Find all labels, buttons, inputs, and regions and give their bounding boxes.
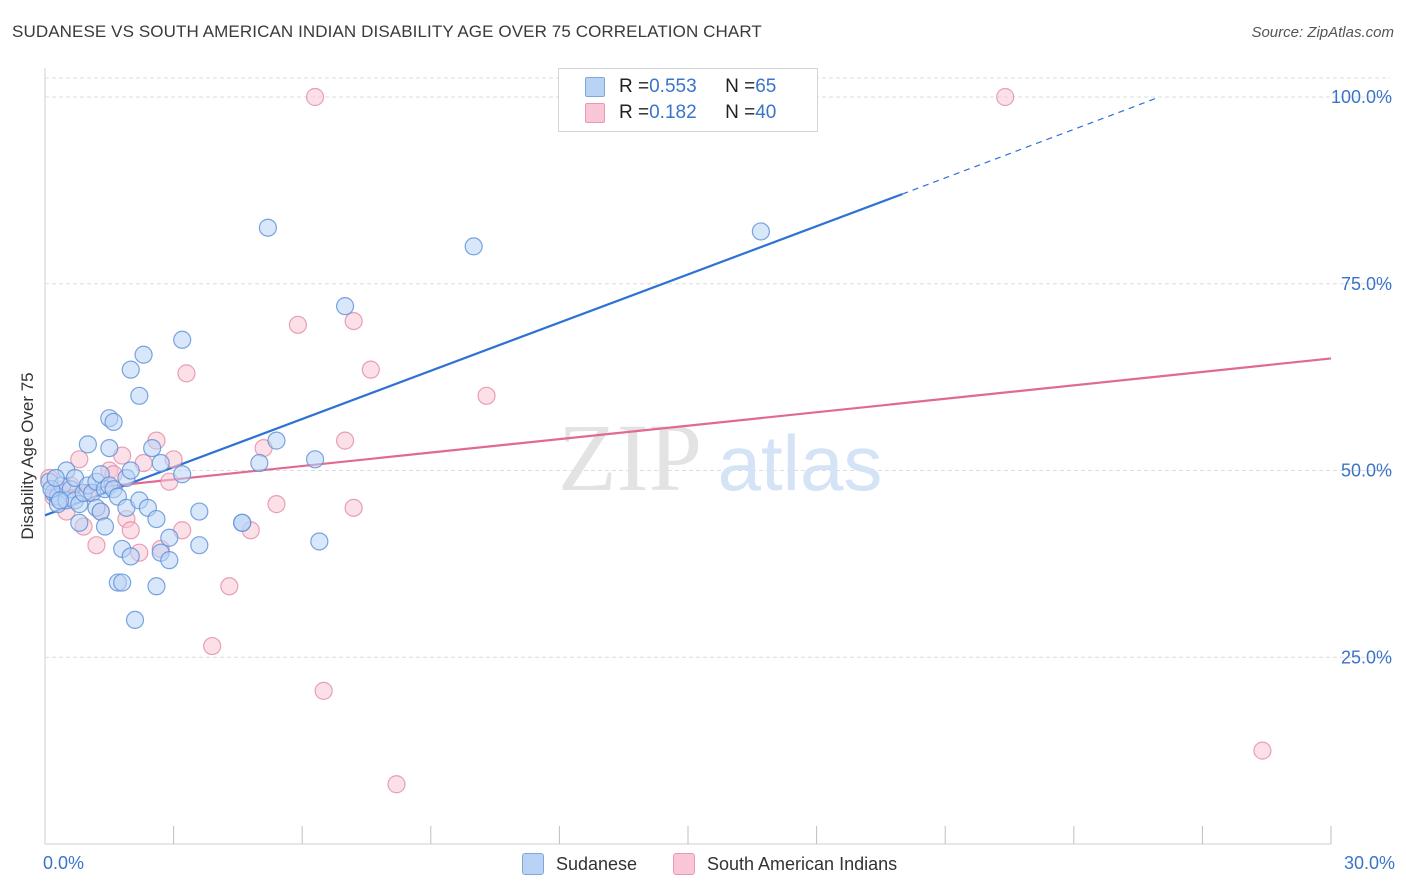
bottom-legend-swatch-sudanese [522,853,544,875]
point-sudanese [78,435,97,454]
x-tick-label: 30.0% [1344,853,1395,873]
legend-row-sudanese: R = 0.553 N = 65 [559,74,776,100]
point-sudanese [147,509,166,529]
stats-legend: R = 0.553 N = 65 R = 0.182 N = 40 [558,68,818,132]
axes [44,68,1332,845]
point-sudanese [335,297,355,316]
point-sudanese [130,386,149,405]
point-sudanese [95,517,115,536]
gridlines [45,77,1390,658]
legend-n-label: N = [725,102,756,123]
chart-source: Source: ZipAtlas.com [1251,24,1394,41]
watermark-atlas: atlas [718,419,883,507]
bottom-legend-label-sudanese: Sudanese [556,853,638,874]
legend-swatch-sudanese [585,77,605,97]
point-sudanese [121,360,140,379]
bottom-legend-label-south-american-indians: South American Indians [707,853,898,874]
legend-r-label: R = [619,76,650,97]
point-south-american-indians [335,431,355,450]
point-sudanese [305,450,325,469]
point-south-american-indians [87,536,106,555]
bottom-legend-south-american-indians: South American Indians [673,852,897,876]
point-south-american-indians [305,87,325,107]
point-sudanese [160,528,179,547]
tick-labels: 25.0% 50.0% 75.0% 100.0% 0.0% 30.0% [43,87,1395,873]
point-sudanese [151,453,170,473]
point-sudanese [464,237,483,256]
y-tick-label: 50.0% [1341,461,1392,481]
chart-title: SUDANESE VS SOUTH AMERICAN INDIAN DISABI… [12,22,762,41]
point-sudanese [190,536,209,555]
point-sudanese [147,577,166,596]
point-sudanese [113,573,132,592]
point-south-american-indians [70,450,89,469]
point-sudanese [125,610,145,630]
point-sudanese [121,547,140,566]
point-sudanese [190,502,209,521]
point-south-american-indians [477,386,496,405]
point-sudanese [91,502,110,521]
point-south-american-indians [387,775,406,794]
point-south-american-indians [314,681,333,700]
y-tick-label: 75.0% [1341,274,1392,294]
legend-r-label: R = [619,102,650,123]
data-points [40,87,1272,794]
point-south-american-indians [344,312,363,331]
bottom-legend-swatch-south-american-indians [673,853,695,875]
trend-extension-sudanese [902,96,1160,195]
trend-line-sudanese [44,193,903,517]
point-sudanese [143,438,162,458]
point-sudanese [46,468,65,488]
bottom-legend-sudanese: Sudanese [522,852,637,876]
point-south-american-indians [267,495,286,514]
point-sudanese [70,513,89,532]
x-tick-label: 0.0% [43,853,84,873]
point-south-american-indians [220,577,239,596]
legend-n-label: N = [725,76,756,97]
point-sudanese [50,491,70,510]
point-sudanese [250,453,269,473]
point-sudanese [267,431,286,450]
point-south-american-indians [996,87,1015,107]
point-sudanese [121,461,140,480]
point-sudanese [310,532,329,551]
point-sudanese [173,330,192,349]
point-south-american-indians [361,360,380,379]
point-south-american-indians [1253,741,1272,760]
legend-row-south-american-indians: R = 0.182 N = 40 [559,100,776,126]
y-axis-label: Disability Age Over 75 [18,372,37,539]
y-tick-label: 100.0% [1331,87,1392,107]
legend-r-value: 0.182 [649,102,697,123]
point-sudanese [173,465,192,484]
legend-n-value: 65 [755,76,777,97]
point-sudanese [258,218,278,237]
point-sudanese [160,551,179,570]
point-south-american-indians [121,521,140,540]
watermark-zip: ZIP [558,404,702,511]
point-south-american-indians [177,364,196,383]
legend-n-value: 40 [755,102,777,123]
point-sudanese [104,412,123,432]
point-south-american-indians [288,315,308,334]
legend-swatch-south-american-indians [585,103,605,123]
point-south-american-indians [344,498,363,517]
legend-r-value: 0.553 [649,76,697,97]
point-sudanese [233,513,252,532]
point-south-american-indians [203,636,222,656]
y-tick-label: 25.0% [1341,647,1392,667]
point-sudanese [751,222,770,241]
point-sudanese [100,438,119,458]
point-sudanese [134,345,153,364]
